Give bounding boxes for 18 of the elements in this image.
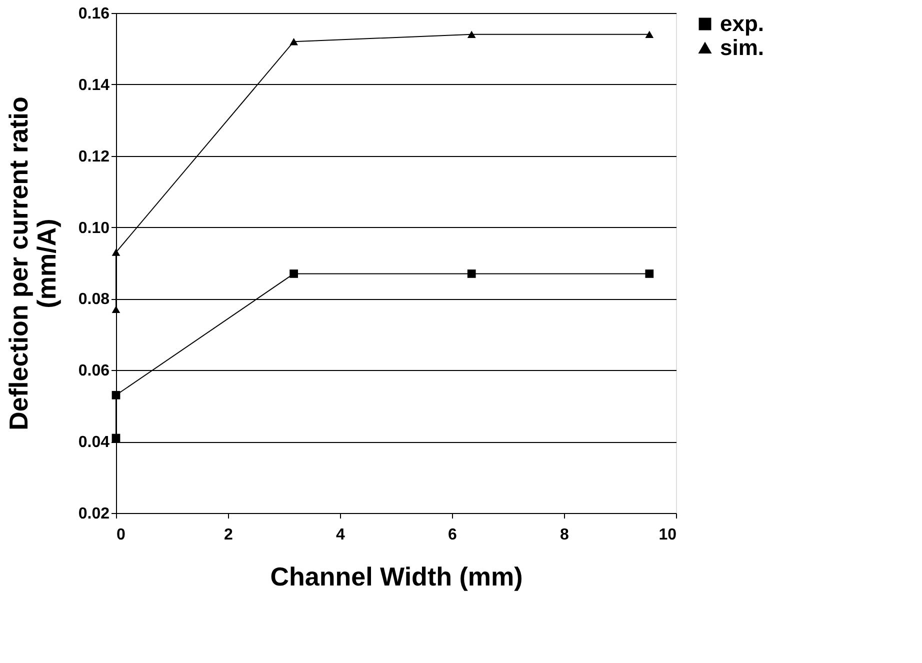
y-tick-label: 0.04 <box>78 434 110 452</box>
y-tick-label: 0.06 <box>78 362 110 380</box>
x-tick-label: 0 <box>116 526 126 544</box>
x-axis-title: Channel Width (mm) <box>270 562 523 592</box>
legend-label: sim. <box>720 35 764 60</box>
x-tick-label: 4 <box>336 526 346 544</box>
y-tick-label: 0.16 <box>78 6 110 22</box>
x-tick-label: 6 <box>448 526 458 544</box>
y-axis-title: Deflection per current ratio (mm/A) <box>3 96 62 430</box>
y-tick-label: 0.08 <box>78 291 110 308</box>
legend-label: exp. <box>720 11 764 36</box>
y-tick-label: 0.12 <box>78 148 110 166</box>
x-tick-label: 2 <box>224 526 234 544</box>
y-tick-label: 0.10 <box>78 220 110 237</box>
y-tick-label: 0.02 <box>78 506 110 522</box>
x-tick-label: 10 <box>658 526 677 544</box>
y-tick-label: 0.14 <box>78 76 110 94</box>
x-tick-label: 8 <box>560 526 570 544</box>
